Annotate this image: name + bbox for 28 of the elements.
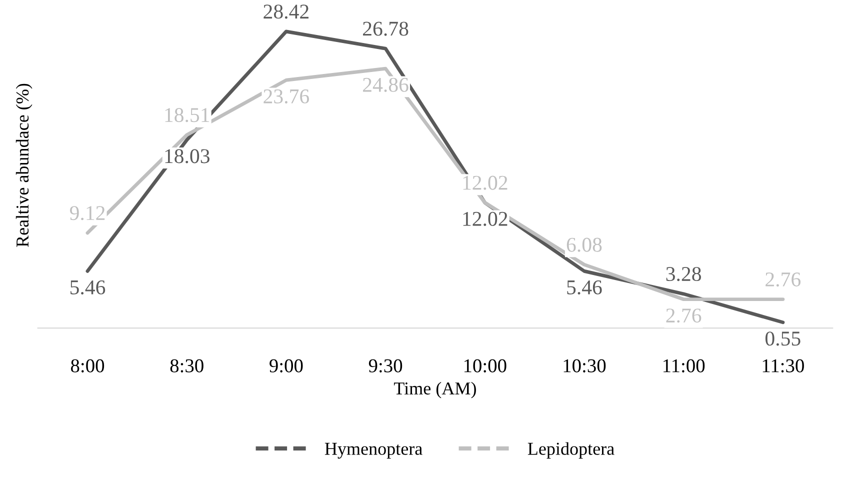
data-label: 23.76 (264, 89, 310, 104)
x-tick-label: 8:30 (170, 359, 204, 372)
data-label: 6.08 (566, 238, 602, 252)
x-tick-label: 11:30 (762, 359, 804, 372)
legend-label: Lepidoptera (528, 442, 614, 459)
data-label: 3.28 (666, 266, 702, 282)
x-tick-label: 11:00 (664, 359, 705, 372)
data-label: 2.76 (666, 308, 702, 323)
x-tick-label: 10:00 (464, 359, 506, 372)
data-label: 0.55 (765, 332, 800, 346)
y-axis-title: Realtive abundace (%) (16, 84, 32, 247)
data-label: 18.03 (165, 149, 210, 164)
data-label: 5.46 (567, 280, 602, 294)
x-tick-label: 8:00 (70, 359, 104, 372)
data-label: 12.02 (463, 212, 508, 226)
x-tick-label: 10:30 (564, 359, 606, 372)
data-label: 5.46 (70, 280, 106, 294)
data-label: 9.12 (70, 206, 105, 220)
x-tick-label: 9:00 (270, 359, 303, 372)
data-label: 18.51 (165, 108, 210, 122)
x-tick-label: 9:30 (368, 359, 402, 372)
data-label: 24.86 (363, 78, 408, 92)
data-label: 28.42 (264, 4, 308, 19)
data-label: 26.78 (363, 22, 408, 36)
data-label: 2.76 (766, 272, 801, 287)
x-axis-title: Time (AM) (394, 382, 476, 398)
legend-label: Hymenoptera (324, 442, 422, 459)
data-label: 12.02 (463, 176, 508, 190)
